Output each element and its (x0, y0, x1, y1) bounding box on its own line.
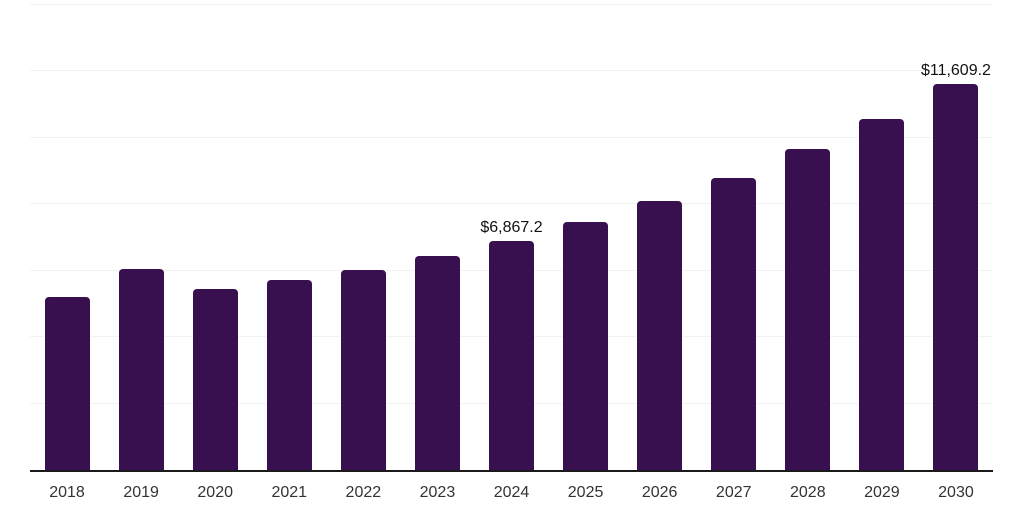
x-axis-labels: 2018 2019 2020 2021 2022 2023 2024 2025 2026 2027… (30, 485, 993, 505)
bar-2023 (414, 255, 460, 470)
bar-2020 (192, 288, 238, 470)
x-tick-label-2022: 2022 (345, 484, 382, 501)
gridline (30, 3, 993, 5)
x-tick-label-2019: 2019 (123, 484, 159, 501)
x-tick-label-2028: 2028 (790, 484, 826, 501)
bar-2019 (118, 268, 164, 470)
x-tick-label-2026: 2026 (641, 484, 678, 501)
gridline (30, 136, 993, 138)
bar-2027 (711, 177, 757, 470)
x-tick-label-2025: 2025 (567, 484, 604, 501)
x-tick-label-2018: 2018 (49, 484, 85, 501)
bar-2029 (859, 118, 905, 470)
x-tick-label-2030: 2030 (938, 484, 974, 501)
gridline (30, 70, 993, 72)
gridline (30, 203, 993, 205)
bar-2026 (637, 200, 683, 470)
bar-2025 (563, 222, 609, 470)
data-label-2030: $11,609.2 (920, 61, 991, 79)
bar-2018 (44, 296, 90, 470)
x-tick-label-2024: 2024 (493, 484, 530, 501)
plot-area: $6,867.2 $11,609.2 (30, 0, 993, 470)
x-tick-label-2027: 2027 (715, 484, 752, 501)
x-tick-label-2023: 2023 (419, 484, 456, 501)
bar-2028 (785, 149, 831, 470)
x-tick-label-2029: 2029 (864, 484, 900, 501)
x-axis-line (30, 470, 993, 472)
bar-2030 (933, 83, 979, 470)
bar-2022 (340, 269, 386, 470)
bar-2021 (266, 280, 312, 470)
data-label-2024: $6,867.2 (480, 219, 543, 237)
x-tick-label-2021: 2021 (271, 484, 308, 501)
x-tick-label-2020: 2020 (197, 484, 233, 501)
bar-2024 (489, 241, 534, 470)
